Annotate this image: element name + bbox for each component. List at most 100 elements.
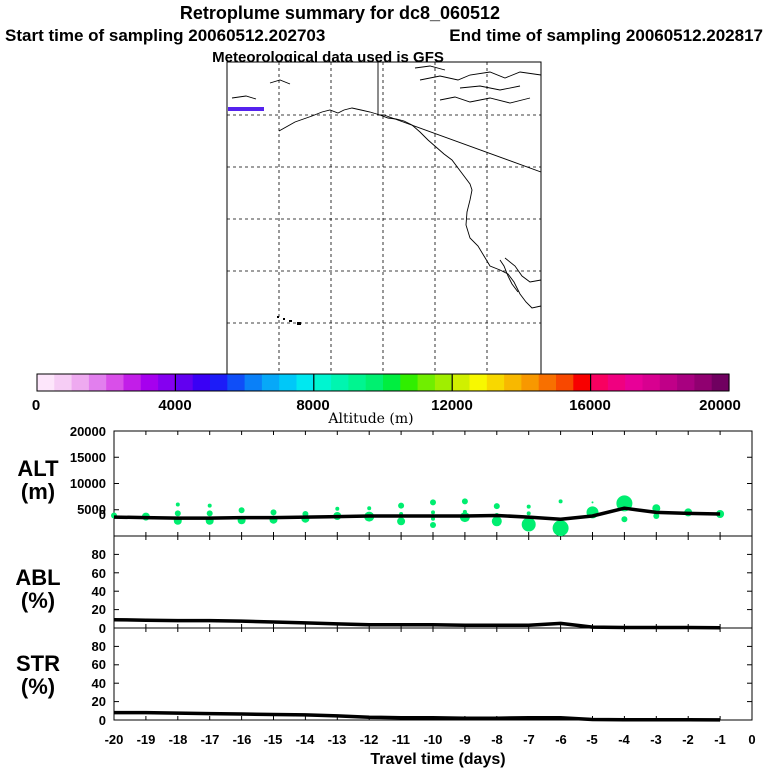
- alt-y-tick: 10000: [70, 476, 106, 491]
- alt-scatter-point: [526, 504, 531, 509]
- colorbar-cell: [383, 374, 401, 391]
- abl-series-line: [113, 617, 721, 630]
- colorbar-cell: [590, 374, 609, 391]
- x-tick: -20: [105, 732, 124, 747]
- alt-scatter-point: [621, 516, 628, 523]
- alt-scatter-point: [552, 520, 569, 537]
- x-tick: -17: [201, 732, 220, 747]
- alt-scatter-point: [207, 503, 212, 508]
- colorbar-cell: [504, 374, 522, 391]
- alt-scatter-point: [431, 510, 435, 515]
- alt-scatter-point: [397, 517, 406, 526]
- hawaii-islands: [277, 316, 301, 325]
- abl-panel-unit: (%): [21, 588, 55, 613]
- alt-scatter-point: [335, 506, 340, 511]
- colorbar-label: Altitude (m): [327, 411, 413, 427]
- colorbar-cell: [296, 374, 315, 391]
- colorbar-cell: [659, 374, 678, 391]
- alt-scatter-point: [491, 516, 502, 527]
- str-y-tick: 80: [92, 639, 106, 654]
- alt-scatter-point: [367, 506, 372, 511]
- x-tick: -2: [682, 732, 694, 747]
- alt-y-tick: 20000: [70, 424, 106, 439]
- x-tick: -19: [137, 732, 156, 747]
- start-time-label: Start time of sampling 20060512.202703: [5, 26, 325, 45]
- colorbar-cell: [400, 374, 419, 391]
- colorbar-cell: [71, 374, 90, 391]
- colorbar-cell: [123, 374, 142, 391]
- colorbar-frame: [36, 373, 730, 392]
- str-y-tick: 60: [92, 657, 106, 672]
- alt-scatter-point: [430, 499, 436, 506]
- colorbar-cell: [210, 374, 228, 391]
- alt-scatter-point: [174, 510, 181, 517]
- colorbar-tick: 0: [32, 397, 40, 414]
- alt-panel-label: ALT: [17, 456, 59, 481]
- abl-y-tick: 20: [92, 602, 106, 617]
- str-panel-unit: (%): [21, 674, 55, 699]
- x-tick: -11: [392, 732, 410, 747]
- colorbar-cell: [348, 374, 367, 391]
- colorbar-cell: [452, 374, 471, 391]
- abl-y-tick: 80: [92, 547, 106, 562]
- map-panel: [226, 61, 542, 375]
- colorbar-cell: [244, 374, 263, 391]
- str-y-ticks: 0 20 40 60 80: [92, 639, 106, 728]
- alt-scatter-point: [521, 517, 536, 532]
- x-tick: -16: [233, 732, 252, 747]
- colorbar-cell: [642, 374, 661, 391]
- colorbar-tick: 8000: [296, 397, 329, 414]
- colorbar-cell: [694, 374, 713, 391]
- figure-title: Retroplume summary for dc8_060512: [180, 3, 500, 23]
- colorbar-cell: [37, 374, 55, 391]
- x-axis-label: Travel time (days): [370, 751, 505, 768]
- colorbar-cell: [54, 374, 73, 391]
- alt-y-tick: 0: [99, 507, 106, 522]
- x-tick: -5: [586, 732, 598, 747]
- alt-scatter-point: [558, 499, 563, 504]
- abl-y-tick: 60: [92, 566, 106, 581]
- x-tick: -18: [169, 732, 188, 747]
- colorbar-cell: [521, 374, 540, 391]
- str-panel-label: STR: [16, 651, 60, 676]
- x-tick: -13: [328, 732, 347, 747]
- colorbar-cell: [140, 374, 159, 391]
- colorbar-cell: [711, 374, 730, 391]
- alt-scatter-point: [652, 504, 661, 513]
- colorbar-cell: [227, 374, 246, 391]
- x-tick: -12: [360, 732, 379, 747]
- str-y-tick: 20: [92, 694, 106, 709]
- x-tick: -10: [424, 732, 443, 747]
- altitude-colorbar: [37, 374, 730, 391]
- colorbar-tick: 4000: [158, 397, 191, 414]
- alt-panel-unit: (m): [21, 479, 55, 504]
- alt-scatter-point: [591, 501, 594, 504]
- colorbar-cell: [88, 374, 107, 391]
- colorbar-cell: [556, 374, 574, 391]
- x-tick: -1: [714, 732, 726, 747]
- alt-scatter-point: [430, 522, 436, 528]
- colorbar-cell: [677, 374, 695, 391]
- plot-frame: [113, 430, 753, 721]
- alt-scatter-point: [175, 502, 180, 507]
- alt-y-tick: 15000: [70, 450, 106, 465]
- abl-panel-label: ABL: [15, 565, 60, 590]
- colorbar-cell: [573, 374, 592, 391]
- colorbar-cell: [261, 374, 280, 391]
- colorbar-cell: [279, 374, 298, 391]
- colorbar-cell: [469, 374, 488, 391]
- x-tick: -14: [296, 732, 316, 747]
- colorbar-ticks: 0 4000 8000 12000 16000 20000: [32, 397, 741, 414]
- alt-y-tick: 5000: [77, 502, 106, 517]
- alt-scatter-point: [493, 503, 500, 510]
- x-tick: -15: [264, 732, 283, 747]
- alt-scatter-point: [238, 507, 245, 514]
- colorbar-cell: [538, 374, 557, 391]
- colorbar-cell: [434, 374, 453, 391]
- alt-scatter-point: [461, 498, 468, 505]
- colorbar-cell: [158, 374, 176, 391]
- colorbar-cell: [106, 374, 125, 391]
- colorbar-tick: 12000: [431, 397, 473, 414]
- alt-scatter-point: [526, 511, 531, 516]
